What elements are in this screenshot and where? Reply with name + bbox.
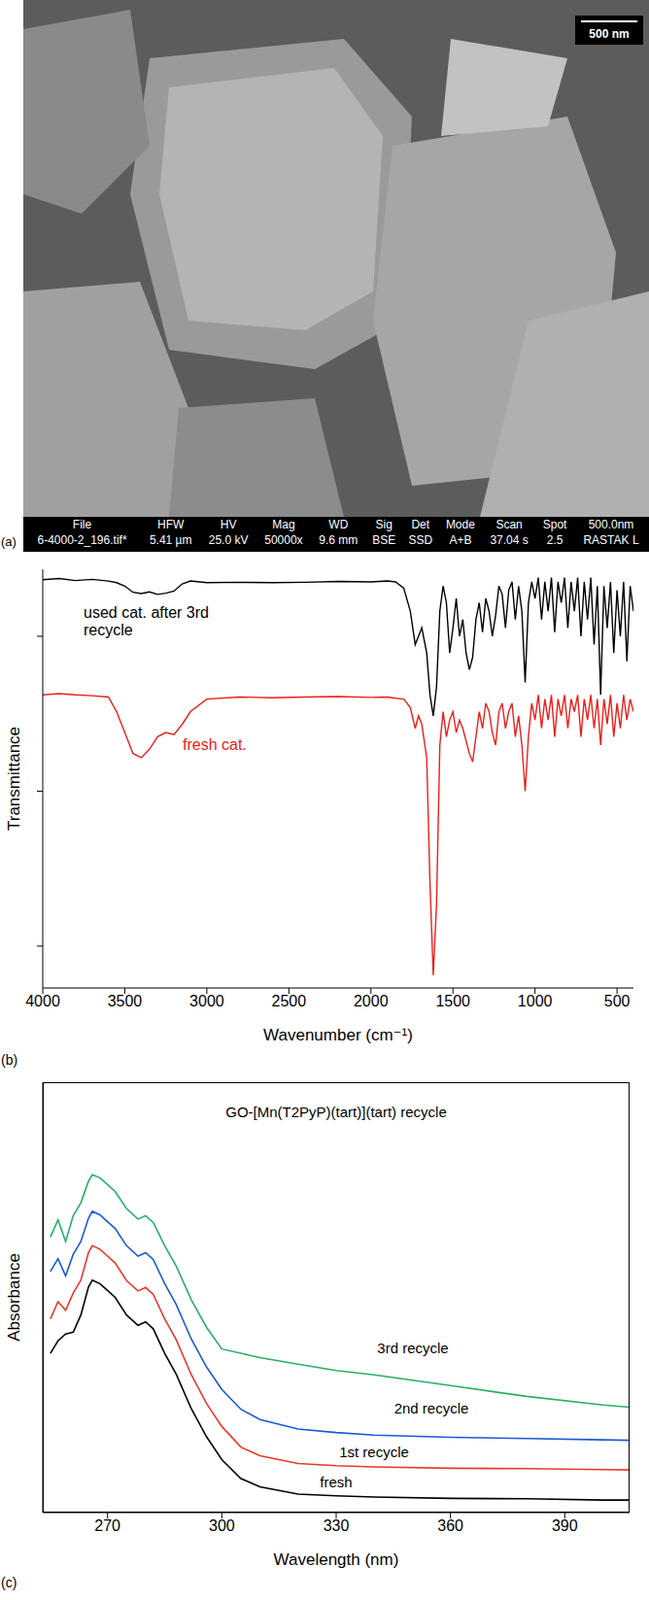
svg-text:1000: 1000 [517, 992, 553, 1010]
html-text:1st recycle: 1st recycle [339, 1443, 409, 1461]
html-text:WD: WD [328, 517, 349, 532]
html-text:HV: HV [220, 517, 237, 532]
svg-text:270: 270 [94, 1517, 121, 1535]
svg-text:Absorbance: Absorbance [4, 1253, 24, 1342]
html-text:Scan: Scan [495, 517, 523, 532]
svg-text:500: 500 [604, 992, 631, 1010]
html-text:9.6 mm: 9.6 mm [318, 533, 358, 547]
html-text:2nd recycle: 2nd recycle [394, 1400, 469, 1417]
html-text:(c): (c) [0, 1574, 17, 1591]
html-text:50000x: 50000x [264, 533, 303, 547]
html-text:(a): (a) [0, 534, 17, 549]
svg-text:330: 330 [323, 1517, 350, 1535]
svg-text:2000: 2000 [353, 992, 389, 1010]
svg-text:4000: 4000 [25, 992, 61, 1010]
html-text:SSD: SSD [408, 533, 433, 547]
svg-text:2500: 2500 [272, 992, 308, 1010]
html-text:Mag: Mag [272, 517, 295, 532]
html-text:GO-[Mn(T2PyP)(tart)](tart) rec: GO-[Mn(T2PyP)(tart)](tart) recycle [225, 1103, 447, 1121]
html-text:HFW: HFW [157, 517, 184, 532]
html-text:fresh: fresh [319, 1473, 353, 1491]
html-text:(b): (b) [0, 1052, 18, 1068]
svg-text:1500: 1500 [435, 992, 471, 1010]
html-text:37.04 s: 37.04 s [490, 533, 529, 547]
svg-text:3000: 3000 [189, 992, 225, 1010]
html-text:A+B: A+B [449, 533, 472, 547]
svg-text:3500: 3500 [107, 992, 143, 1010]
svg-text:300: 300 [208, 1517, 236, 1535]
html-text:BSE: BSE [372, 533, 396, 547]
svg-text:390: 390 [551, 1517, 579, 1535]
html-text:5.41 µm: 5.41 µm [149, 533, 192, 547]
html-text:6-4000-2_196.tif*: 6-4000-2_196.tif* [37, 533, 127, 547]
html-text:Spot: Spot [542, 517, 567, 532]
svg-text:Wavenumber (cm⁻¹): Wavenumber (cm⁻¹) [263, 1025, 413, 1045]
html-text:Det: Det [411, 517, 430, 532]
html-text:fresh cat.: fresh cat. [182, 736, 247, 753]
svg-text:500 nm: 500 nm [588, 27, 629, 41]
svg-text:Wavelength (nm): Wavelength (nm) [273, 1550, 400, 1570]
html-text:RASTAK L: RASTAK L [583, 533, 639, 547]
html-text:25.0 kV: 25.0 kV [208, 533, 249, 547]
html-text:3rd recycle: 3rd recycle [377, 1339, 449, 1357]
svg-text:Transmittance: Transmittance [4, 726, 24, 831]
html-text:2.5: 2.5 [546, 533, 563, 547]
html-text:File: File [72, 517, 92, 532]
html-text:Mode: Mode [445, 517, 475, 532]
svg-text:360: 360 [437, 1517, 464, 1535]
html-text:500.0nm: 500.0nm [588, 517, 634, 532]
html-text:Sig: Sig [375, 517, 393, 532]
html-text:used cat. after 3rd recycle: used cat. after 3rd recycle [83, 604, 209, 639]
